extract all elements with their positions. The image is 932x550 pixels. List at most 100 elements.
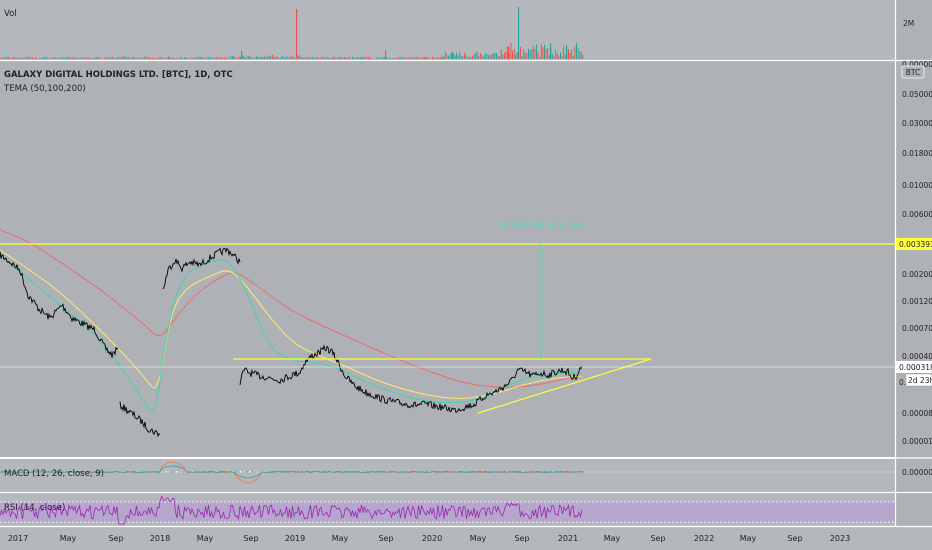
volume-bar (315, 56, 317, 59)
volume-bar (187, 58, 189, 59)
volume-bar (204, 57, 206, 59)
volume-bar (198, 56, 200, 59)
volume-bar (411, 57, 413, 59)
volume-bar (235, 57, 237, 59)
volume-bar (297, 55, 299, 59)
volume-bar (401, 57, 403, 59)
volume-bar (214, 57, 216, 59)
macd-histogram-bar (344, 471, 345, 473)
volume-bar (331, 58, 333, 59)
volume-spike (296, 9, 298, 59)
volume-bar (208, 57, 209, 59)
volume-bar (225, 57, 227, 59)
volume-bar (268, 56, 270, 59)
volume-bar (12, 57, 14, 59)
volume-bar (464, 52, 465, 59)
volume-bar (547, 47, 549, 59)
volume-bar (569, 52, 571, 59)
volume-bar (228, 58, 230, 59)
volume-bar (24, 57, 25, 59)
volume-bar (238, 56, 240, 59)
volume-bar (68, 56, 70, 59)
volume-bar (188, 58, 190, 59)
volume-bar (294, 57, 296, 59)
volume-bar (51, 57, 53, 59)
volume-bar (41, 57, 43, 59)
volume-bar (472, 56, 473, 59)
volume-bar (545, 48, 547, 59)
volume-bars (0, 7, 584, 59)
volume-bar (548, 55, 550, 59)
volume-bar (260, 57, 262, 59)
volume-bar (121, 56, 123, 59)
volume-bar (96, 57, 97, 59)
tema-line (0, 229, 583, 388)
volume-bar (473, 54, 475, 59)
volume-spike (518, 7, 520, 59)
volume-bar (56, 58, 57, 59)
volume-bar (555, 50, 557, 59)
volume-bar (49, 58, 51, 59)
volume-bar (510, 43, 512, 59)
tema-line (0, 249, 583, 399)
volume-bar (521, 56, 523, 59)
volume-bar (256, 56, 257, 59)
currency-badge[interactable]: BTC (901, 65, 925, 79)
measure-label: 0.00009 (61.19%) 629 (499, 220, 584, 229)
volume-bar (339, 56, 341, 59)
triangle-pattern[interactable] (233, 358, 652, 414)
macd-title: MACD (12, 26, close, 9) (4, 469, 104, 479)
volume-spike (385, 50, 387, 59)
volume-bar (371, 58, 373, 59)
volume-bar (529, 50, 531, 59)
volume-bar (540, 44, 542, 59)
volume-bar (430, 58, 432, 59)
volume-bar (307, 57, 309, 59)
volume-bar (368, 57, 369, 59)
volume-bar (144, 56, 145, 59)
resistance-price-label: 0.003393 (899, 240, 932, 249)
volume-bar (459, 52, 461, 59)
volume-bar (460, 55, 462, 59)
volume-bar (475, 52, 477, 59)
volume-bar (489, 55, 491, 59)
volume-bar (363, 56, 365, 59)
volume-bar (134, 57, 136, 59)
volume-bar (534, 48, 536, 59)
volume-bar (1, 58, 3, 59)
volume-bar (376, 58, 377, 59)
volume-bar (222, 57, 224, 59)
volume-bar (168, 56, 169, 59)
volume-bar (195, 58, 197, 59)
volume-bar (504, 52, 505, 59)
volume-bar (59, 58, 61, 59)
volume-bar (360, 57, 361, 59)
price-pane-bg (0, 61, 895, 457)
volume-bar (334, 56, 336, 59)
volume-bar (0, 57, 1, 59)
volume-bar (366, 56, 368, 59)
volume-bar (444, 51, 446, 59)
x-tick-label: Sep (378, 534, 393, 543)
volume-bar (500, 49, 502, 59)
volume-bar (312, 57, 313, 59)
volume-bar (408, 57, 409, 59)
volume-bar (254, 57, 256, 59)
volume-bar (387, 58, 389, 59)
volume-bar (196, 57, 198, 59)
volume-bar (203, 57, 205, 59)
volume-bar (380, 57, 382, 59)
volume-bar (440, 57, 441, 59)
volume-bar (48, 58, 49, 59)
volume-bar (384, 57, 385, 59)
volume-bar (462, 56, 464, 59)
volume-bar (115, 57, 117, 59)
volume-bar (212, 57, 214, 59)
volume-bar (136, 57, 137, 59)
volume-bar (280, 57, 281, 59)
macd-histogram-bar (250, 471, 251, 473)
volume-bar (54, 57, 56, 59)
volume-bar (345, 57, 347, 59)
